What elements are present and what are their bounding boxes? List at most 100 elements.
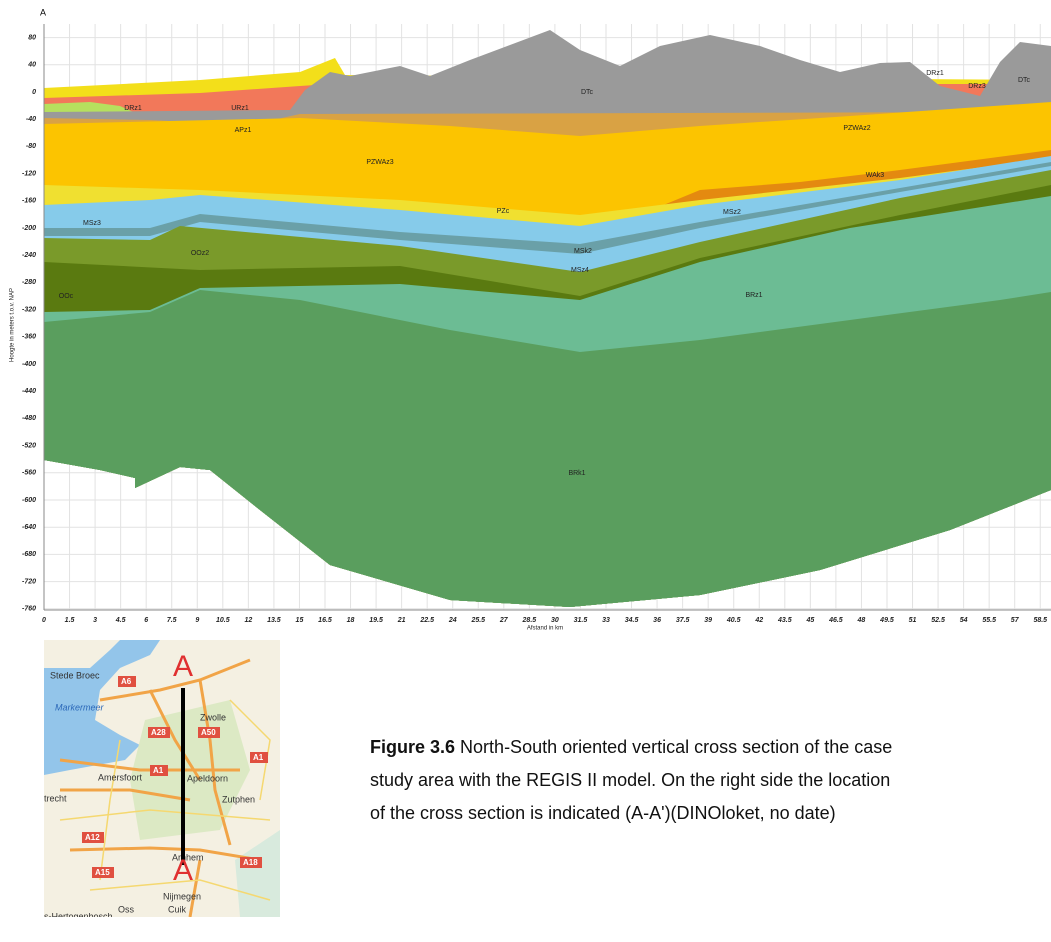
layer-label: BRk1: [568, 470, 585, 477]
caption-text: North-South oriented vertical cross sect…: [460, 737, 892, 757]
layer-label: PZc: [497, 208, 510, 215]
x-tick-label: 34.5: [625, 617, 639, 624]
x-tick-label: 39: [704, 617, 712, 624]
x-tick-label: 18: [347, 617, 355, 624]
y-tick-label: 40: [27, 62, 36, 69]
map-place: Stede Broec: [50, 670, 100, 680]
y-tick-label: -520: [22, 442, 36, 449]
x-tick-label: 4.5: [115, 617, 126, 624]
y-tick-label: -200: [22, 225, 36, 232]
road-shield: [198, 727, 220, 738]
layer-label: DTc: [1018, 77, 1031, 84]
x-tick-label: 46.5: [828, 617, 843, 624]
x-tick-label: 48: [857, 617, 866, 624]
map-place: Markermeer: [55, 702, 105, 712]
section-start: A: [40, 7, 46, 17]
ticks: 80 40 0 -40 -80 -120 -160 -200 -240 -280 -320 -360 -…: [22, 34, 1047, 623]
caption-line: study area with the REGIS II model. On t…: [370, 770, 890, 790]
y-tick-label: -280: [22, 279, 36, 286]
map-place: Nijmegen: [163, 891, 201, 901]
road-label: A18: [243, 858, 258, 867]
layer-label: WAk3: [866, 172, 885, 179]
x-tick-label: 3: [93, 617, 97, 624]
x-tick-label: 40.5: [726, 617, 741, 624]
layer-label: BRz1: [745, 292, 762, 299]
layer-label: URz1: [231, 105, 249, 112]
road-shield: [82, 832, 104, 843]
y-tick-label: -600: [22, 497, 36, 504]
x-tick-label: 9: [195, 617, 199, 624]
y-tick-label: -80: [26, 143, 36, 150]
x-tick-label: 31.5: [574, 617, 588, 624]
layer-label: MSz2: [723, 209, 741, 216]
x-tick-label: 33: [602, 617, 610, 624]
y-tick-label: -480: [22, 415, 36, 422]
road-label: A1: [153, 766, 164, 775]
x-tick-label: 45: [805, 617, 814, 624]
caption-line: of the cross section is indicated (A-A')…: [370, 803, 836, 823]
y-tick-label: -640: [22, 524, 36, 531]
x-tick-label: 7.5: [167, 617, 177, 624]
road-shield: [118, 676, 136, 687]
y-tick-label: -560: [22, 470, 36, 477]
layer-label: PZWAz3: [366, 159, 393, 166]
x-tick-label: 52.5: [931, 617, 945, 624]
y-tick-label: -120: [22, 170, 36, 177]
x-tick-label: 19.5: [369, 617, 383, 624]
y-tick-label: 80: [28, 34, 36, 41]
map-place: Zwolle: [200, 712, 226, 722]
y-tick-label: -160: [22, 198, 36, 205]
map-land: [44, 640, 120, 668]
road-shield: [92, 867, 114, 878]
x-tick-label: 42: [754, 617, 763, 624]
layer-label: DTc: [581, 89, 594, 96]
x-tick-label: 22.5: [419, 617, 434, 624]
layer-label: MSz4: [571, 267, 589, 274]
layer-label: DRz3: [968, 83, 986, 90]
x-tick-label: 37.5: [676, 617, 690, 624]
map-place: Oss: [118, 904, 135, 914]
geo-layer: [44, 290, 1051, 607]
y-tick-label: -360: [22, 334, 36, 341]
x-tick-label: 57: [1011, 617, 1020, 624]
x-tick-label: 21: [397, 617, 406, 624]
map-place: Zutphen: [222, 794, 255, 804]
x-tick-label: 36: [653, 617, 661, 624]
section-marker: A: [173, 854, 193, 887]
x-tick-label: 30: [551, 617, 559, 624]
x-tick-label: 10.5: [216, 617, 230, 624]
cross-section: [44, 30, 1051, 607]
layer-label: DRz1: [124, 105, 142, 112]
x-tick-label: 12: [244, 617, 252, 624]
map-water: [44, 640, 160, 775]
y-tick-label: -720: [22, 578, 36, 585]
section-marker: A: [173, 650, 193, 683]
y-tick-label: -400: [22, 361, 36, 368]
y-tick-label: 0: [32, 89, 36, 96]
map-place: Apeldoorn: [187, 773, 228, 783]
x-tick-label: 24: [448, 617, 457, 624]
road-shield: [148, 727, 170, 738]
map-place: Arnhem: [172, 852, 204, 862]
x-tick-label: 54: [960, 617, 968, 624]
road-shield: [240, 857, 262, 868]
map-place: trecht: [44, 793, 67, 803]
y-tick-label: -240: [22, 252, 36, 259]
y-tick-label: -760: [22, 606, 36, 613]
x-tick-label: 27: [499, 617, 509, 624]
x-tick-label: 58.5: [1033, 617, 1047, 624]
layer-label: DRz1: [926, 70, 944, 77]
layer-label: PZWAz2: [843, 125, 870, 132]
layer-label: MSz3: [83, 220, 101, 227]
x-tick-label: 25.5: [470, 617, 485, 624]
y-tick-label: -320: [22, 306, 36, 313]
x-tick-label: 1.5: [65, 617, 75, 624]
road-label: A12: [85, 833, 100, 842]
x-tick-label: 28.5: [522, 617, 537, 624]
road-shield: [250, 752, 268, 763]
map-place: Cuik: [168, 904, 187, 914]
map-place: Amersfoort: [98, 772, 143, 782]
map-place: s-Hertogenbosch: [44, 911, 113, 921]
road-label: A6: [121, 677, 132, 686]
